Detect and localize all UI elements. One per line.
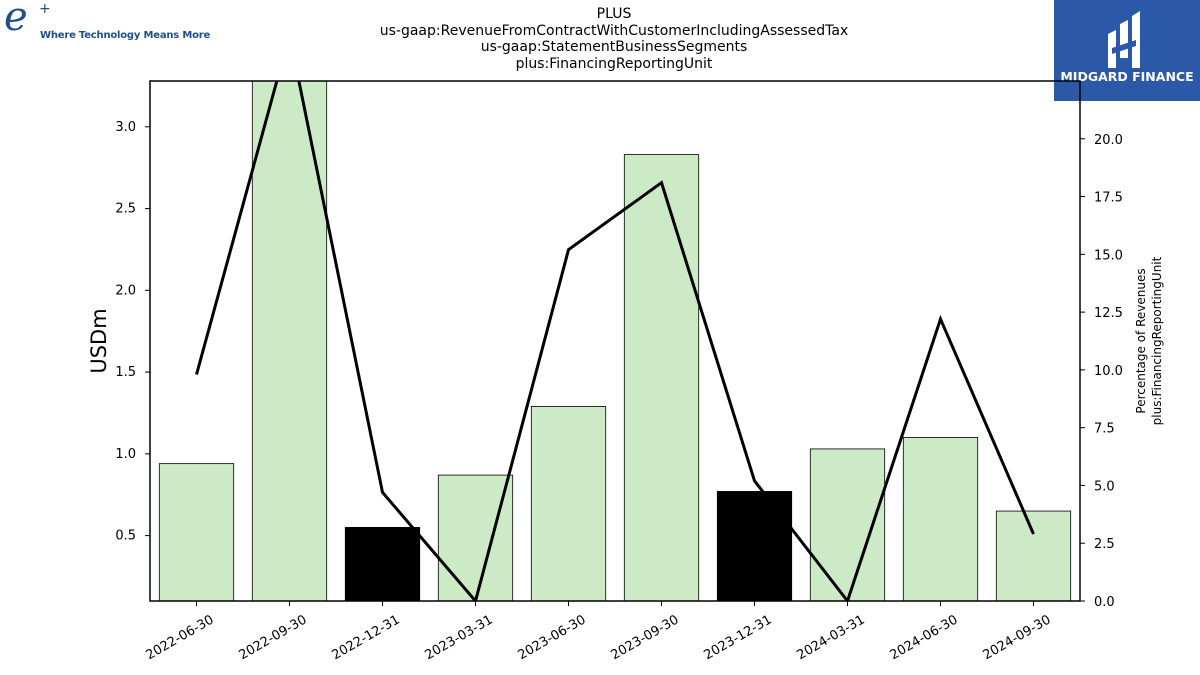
y-tick-label: 1.0	[115, 447, 136, 462]
brand-mark-icon	[1108, 11, 1140, 68]
y2-tick-label: 17.5	[1094, 191, 1123, 206]
y-tick-label: 3.0	[115, 120, 136, 135]
right-axis-ticks: 0.0 2.5 5.0 7.5 10.0 12.5 15.0 17.5 20.0	[1080, 133, 1123, 610]
plot-frame	[149, 80, 1081, 602]
x-axis-ticks: 2022-06-30 2022-09-30 2022-12-31 2023-03-31…	[144, 601, 1054, 663]
x-tick-label: 2022-09-30	[237, 612, 310, 663]
x-tick-label: 2023-09-30	[609, 612, 682, 663]
bar-2022-12-31	[344, 527, 421, 601]
bar-2023-09-30	[623, 154, 700, 601]
logo-tagline: Where Technology Means More	[40, 30, 211, 41]
y2-tick-label: 0.0	[1094, 595, 1115, 610]
brand-name: MIDGARD FINANCE	[1060, 69, 1194, 84]
x-tick-label: 2024-03-31	[795, 612, 868, 663]
x-tick-label: 2023-12-31	[702, 612, 775, 663]
x-tick-label: 2024-06-30	[888, 612, 961, 663]
y2-axis-label-line-2: plus:FinancingReportingUnit	[1150, 256, 1164, 425]
x-tick-label: 2023-03-31	[423, 612, 496, 663]
y2-tick-label: 15.0	[1094, 248, 1123, 263]
line-layer	[195, 81, 1035, 601]
y-tick-label: 1.5	[115, 365, 136, 380]
y-axis-label: USDm	[87, 308, 111, 373]
y-tick-label: 2.0	[115, 283, 136, 298]
bar-2022-06-30	[158, 463, 235, 601]
brand-logo: MIDGARD FINANCE	[1054, 0, 1200, 101]
title-line-1: PLUS	[596, 6, 632, 22]
left-logo: e + Where Technology Means More	[2, 0, 210, 48]
bar-2023-03-31	[437, 474, 514, 601]
y2-tick-label: 20.0	[1094, 133, 1123, 148]
title-line-4: plus:FinancingReportingUnit	[515, 55, 713, 72]
percentage-line	[195, 81, 1035, 601]
y2-tick-label: 12.5	[1094, 306, 1123, 321]
y-tick-label: 2.5	[115, 202, 136, 217]
y2-tick-label: 10.0	[1094, 364, 1123, 379]
x-tick-label: 2022-06-30	[144, 612, 217, 663]
title-line-3: us-gaap:StatementBusinessSegments	[480, 39, 748, 55]
x-tick-label: 2022-12-31	[330, 612, 403, 663]
bar-2024-06-30	[902, 437, 979, 601]
y-tick-label: 0.5	[115, 529, 136, 544]
axes-layer	[149, 80, 1081, 602]
y2-tick-label: 2.5	[1094, 537, 1115, 552]
x-tick-label: 2023-06-30	[516, 612, 589, 663]
y2-axis-label-line-1: Percentage of Revenues	[1134, 268, 1148, 413]
title-line-2: us-gaap:RevenueFromContractWithCustomerI…	[379, 22, 849, 39]
chart-title: PLUS us-gaap:RevenueFromContractWithCust…	[300, 6, 928, 72]
logo-plus: +	[39, 1, 51, 17]
logo-letter: e	[4, 0, 28, 40]
bar-2023-12-31	[716, 491, 793, 601]
bars-layer	[158, 81, 1072, 601]
x-tick-label: 2024-09-30	[981, 612, 1054, 663]
y2-tick-label: 5.0	[1094, 479, 1115, 494]
bar-2024-09-30	[995, 510, 1072, 601]
bar-2022-09-30	[251, 81, 328, 601]
bar-2023-06-30	[530, 406, 607, 601]
y2-tick-label: 7.5	[1094, 422, 1115, 437]
left-axis-ticks: 0.5 1.0 1.5 2.0 2.5 3.0	[115, 120, 150, 544]
